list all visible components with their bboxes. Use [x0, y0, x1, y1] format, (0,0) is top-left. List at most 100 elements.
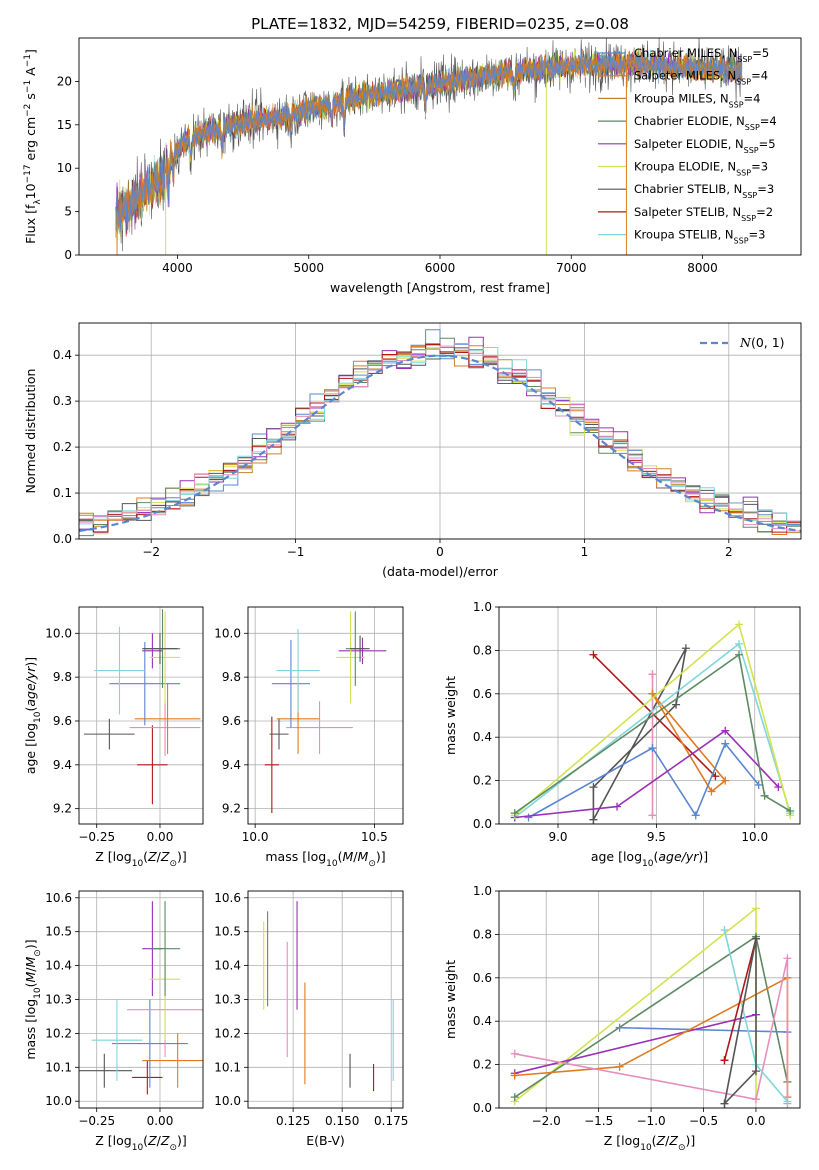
weight-marker — [751, 904, 760, 913]
weight-marker — [774, 783, 783, 792]
y-tick-label: 10.2 — [214, 1026, 241, 1040]
x-tick-label: 0.00 — [147, 1114, 174, 1128]
axes-frame — [78, 890, 204, 1109]
x-tick-label: −1.5 — [584, 1114, 613, 1128]
errorbar-point-7 — [149, 611, 181, 704]
y-tick-label: 10.1 — [214, 1060, 241, 1074]
errorbar-point-6 — [338, 637, 387, 664]
y-tick-label: 10.3 — [214, 993, 241, 1007]
weight-marker — [613, 802, 622, 811]
x-axis-label: age [log10(age/yr)] — [591, 849, 708, 869]
weight-marker — [721, 726, 730, 735]
weight-marker — [786, 806, 795, 815]
y-tick-label: 10.4 — [214, 959, 241, 973]
errorbar-point-4 — [109, 642, 181, 726]
gaussian-curve — [79, 354, 801, 532]
x-tick-label: −0.5 — [689, 1114, 718, 1128]
legend-label-0: Chabrier MILES, NSSP=5 — [634, 46, 769, 64]
histogram-step-6 — [79, 347, 801, 533]
x-tick-label: −2 — [142, 545, 160, 559]
y-tick-label: 10.0 — [214, 626, 241, 640]
y-tick-label: 10 — [57, 161, 72, 175]
x-tick-label: 10.5 — [361, 830, 388, 844]
weight-marker — [615, 1023, 624, 1032]
panel-mass_vs_Z: −0.25 0.00 10.0 10.1 10.2 10.3 10.4 10.5 10.6 Z [… — [23, 890, 204, 1153]
y-tick-label: 9.6 — [222, 714, 241, 728]
weight-marker — [615, 1062, 624, 1071]
y-tick-label: 10.4 — [45, 959, 72, 973]
weight-marker — [735, 639, 744, 648]
panel-age_vs_Z: −0.25 0.00 9.2 9.4 9.6 9.8 10.0 Z [log10(Z/Z⊙)]… — [23, 606, 204, 869]
y-tick-label: 9.4 — [222, 758, 241, 772]
plot-area-mass_vs_EBV — [248, 891, 403, 1108]
y-axis-label: Normed distribution — [23, 369, 38, 494]
y-tick-label: 10.2 — [45, 1026, 72, 1040]
weight-marker — [754, 780, 763, 789]
errorbar-point-4 — [91, 999, 143, 1081]
weight-marker — [711, 772, 720, 781]
weight-line-8 — [514, 653, 791, 814]
y-axis-label: age [log10(age/yr)] — [23, 657, 43, 774]
axes-frame — [78, 322, 802, 540]
weight-line-3 — [514, 1013, 757, 1075]
x-tick-label: −1 — [287, 545, 305, 559]
axes-frame — [247, 890, 404, 1109]
weight-marker — [751, 1095, 760, 1104]
axes-frame — [78, 37, 802, 256]
weight-marker — [751, 934, 760, 943]
weight-marker — [648, 689, 657, 698]
errorbar-point-5 — [94, 626, 145, 715]
x-tick-label: 8000 — [687, 261, 718, 275]
y-tick-label: 1.0 — [473, 884, 492, 898]
weight-marker — [589, 815, 598, 824]
x-tick-label: 0.125 — [276, 1114, 310, 1128]
errorbar-point-0 — [132, 1060, 163, 1095]
weight-marker — [648, 811, 657, 820]
errorbar-point-3 — [111, 999, 188, 1088]
errorbar-point-2 — [142, 1033, 203, 1088]
axes-frame — [78, 606, 204, 825]
weight-marker — [524, 813, 533, 822]
y-tick-label: 0.2 — [473, 774, 492, 788]
y-tick-label: 9.4 — [53, 758, 72, 772]
x-tick-label: 4000 — [162, 261, 193, 275]
y-tick-label: 10.0 — [45, 1094, 72, 1108]
plot-area-mass_vs_Z — [79, 891, 203, 1108]
plot-area-age_vs_mass — [248, 607, 403, 824]
spectrum-line-series-0 — [115, 49, 743, 233]
y-tick-label: 0.4 — [473, 1014, 492, 1028]
weight-marker — [691, 811, 700, 820]
weight-marker — [783, 954, 792, 963]
x-axis-label: E(B-V) — [306, 1133, 345, 1148]
x-tick-label: 0.175 — [374, 1114, 408, 1128]
panel-weight_vs_age: 9.0 9.5 10.0 0.0 0.2 0.4 0.6 0.8 1.0 age [log10(a… — [443, 600, 801, 869]
weight-marker — [720, 926, 729, 935]
errorbar-point-9 — [142, 633, 178, 664]
legend-label-4: Salpeter ELODIE, NSSP=5 — [634, 137, 776, 155]
errorbar-point-0 — [137, 725, 168, 805]
errorbar-point-1 — [84, 718, 135, 750]
y-tick-label: 0.8 — [473, 927, 492, 941]
panel-spectrum: 4000 5000 6000 7000 8000 0 5 10 15 20 wavelength [… — [23, 37, 802, 295]
x-tick-label: 9.0 — [548, 830, 567, 844]
y-tick-label: 0.6 — [473, 971, 492, 985]
x-tick-label: 5000 — [293, 261, 324, 275]
weight-marker — [672, 700, 681, 709]
errorbar-point-3 — [134, 683, 201, 754]
x-axis-label: Z [log10(Z/Z⊙)] — [95, 849, 187, 869]
y-tick-label: 0.8 — [473, 643, 492, 657]
errorbar-point-0 — [264, 716, 279, 814]
weight-marker — [648, 670, 657, 679]
y-tick-label: 10.5 — [45, 925, 72, 939]
y-tick-label: 0 — [64, 248, 72, 262]
x-tick-label: −1.0 — [637, 1114, 666, 1128]
y-tick-label: 0.0 — [53, 532, 72, 546]
errorbar-point-2 — [286, 701, 353, 754]
x-tick-label: 0 — [436, 545, 444, 559]
y-tick-label: 9.8 — [53, 670, 72, 684]
weight-line-3 — [651, 693, 727, 793]
y-tick-label: 0.2 — [53, 440, 72, 454]
axes-frame — [498, 890, 801, 1109]
y-tick-label: 9.2 — [222, 802, 241, 816]
